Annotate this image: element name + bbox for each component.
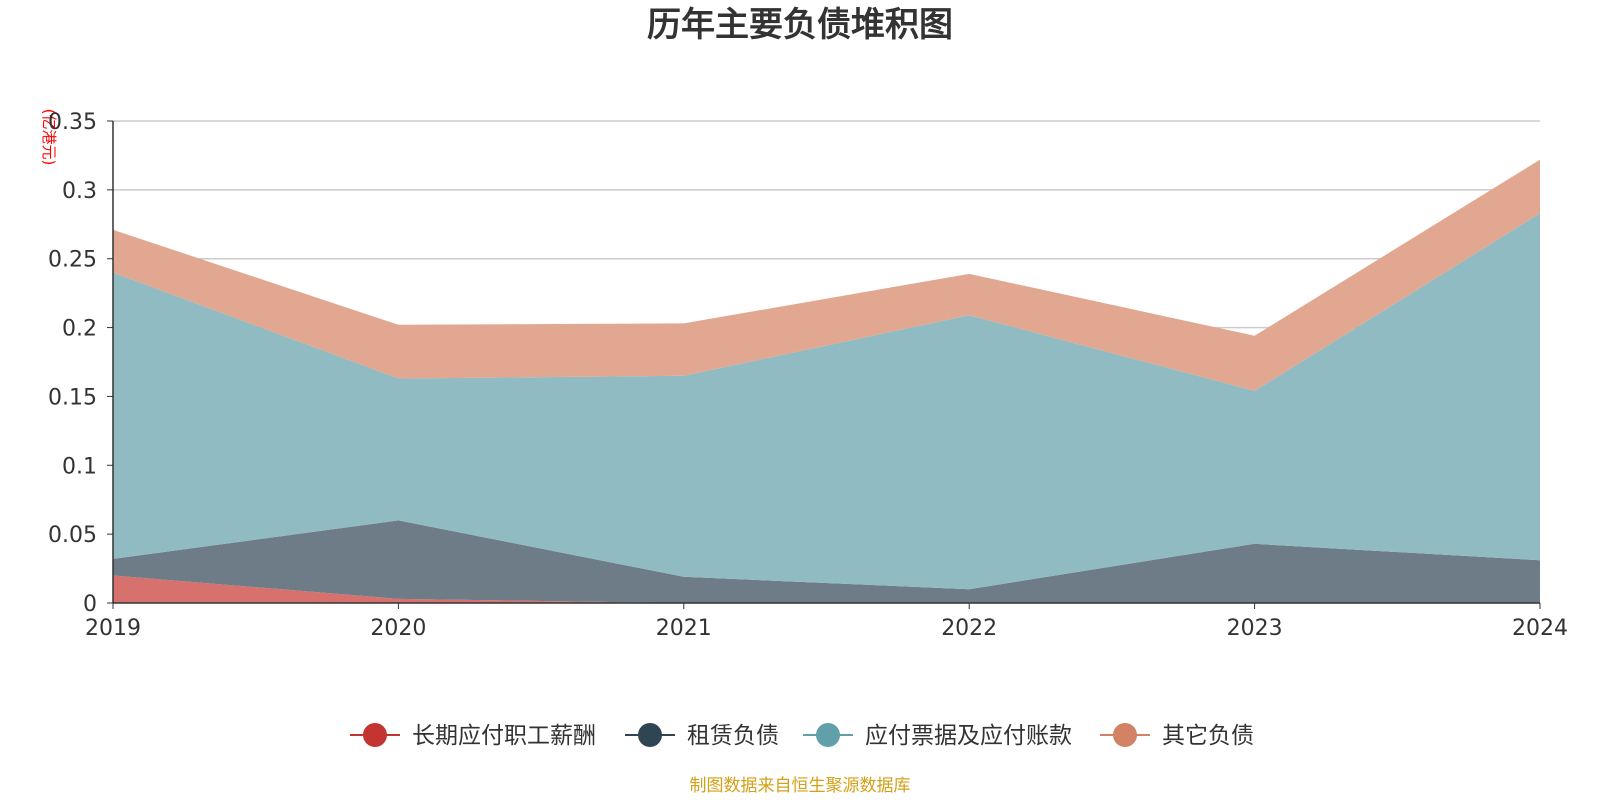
x-tick-label: 2022 bbox=[941, 616, 997, 641]
legend-item[interactable]: 长期应付职工薪酬 bbox=[350, 723, 596, 749]
y-tick-label: 0.2 bbox=[62, 317, 97, 342]
legend-marker bbox=[363, 723, 387, 747]
x-tick-label: 2021 bbox=[656, 616, 712, 641]
y-tick-label: 0 bbox=[83, 592, 97, 617]
axes: 0 0.05 0.1 0.15 0.2 0.25 0.3 0.35 2019 2020 2021 20… bbox=[48, 110, 1568, 641]
y-tick-label: 0.3 bbox=[62, 179, 97, 204]
y-tick-label: 0.35 bbox=[48, 110, 97, 135]
y-tick-label: 0.05 bbox=[48, 523, 97, 548]
plot-area bbox=[113, 159, 1540, 603]
legend-marker bbox=[638, 723, 662, 747]
data-source: 制图数据来自恒生聚源数据库 bbox=[690, 776, 911, 796]
x-tick-label: 2020 bbox=[370, 616, 426, 641]
legend-item[interactable]: 租赁负债 bbox=[625, 723, 779, 749]
legend-item[interactable]: 其它负债 bbox=[1100, 723, 1254, 749]
legend-label: 应付票据及应付账款 bbox=[865, 723, 1072, 749]
legend-label: 租赁负债 bbox=[687, 723, 779, 749]
x-tick-label: 2019 bbox=[85, 616, 141, 641]
legend: 长期应付职工薪酬 租赁负债 应付票据及应付账款 其它负债 bbox=[350, 723, 1254, 749]
area-series-0 bbox=[113, 575, 1540, 603]
area-series-2 bbox=[113, 213, 1540, 590]
legend-marker bbox=[1113, 723, 1137, 747]
x-tick-label: 2024 bbox=[1512, 616, 1568, 641]
x-tick-label: 2023 bbox=[1227, 616, 1283, 641]
chart-title: 历年主要负债堆积图 bbox=[647, 5, 953, 45]
legend-marker bbox=[816, 723, 840, 747]
y-tick-label: 0.1 bbox=[62, 454, 97, 479]
legend-item[interactable]: 应付票据及应付账款 bbox=[803, 723, 1072, 749]
legend-label: 长期应付职工薪酬 bbox=[412, 723, 596, 749]
y-tick-label: 0.15 bbox=[48, 385, 97, 410]
area-series-3 bbox=[113, 159, 1540, 391]
y-axis-unit: (亿港元) bbox=[40, 109, 58, 166]
y-tick-label: 0.25 bbox=[48, 248, 97, 273]
area-series-1 bbox=[113, 520, 1540, 603]
legend-label: 其它负债 bbox=[1162, 723, 1254, 749]
